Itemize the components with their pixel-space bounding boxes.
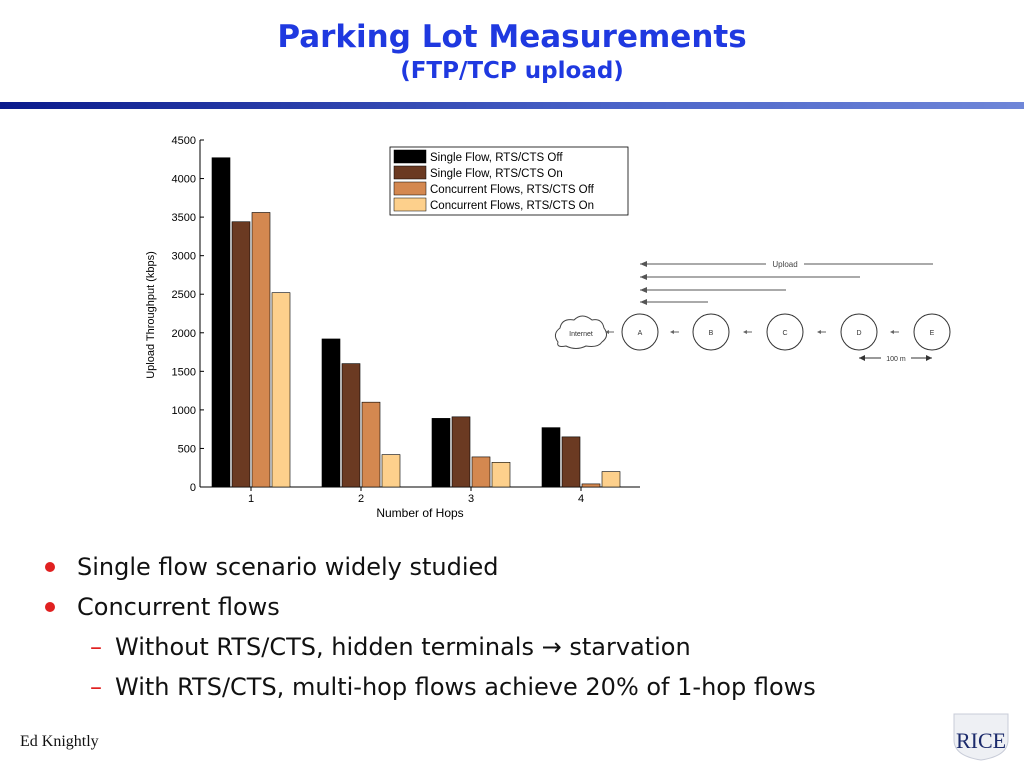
legend-swatch [393,149,427,164]
link-arrow-icon [817,330,821,334]
node-label: E [930,330,935,337]
bar [491,462,511,488]
dash-icon: – [90,673,102,701]
y-tick-label: 4000 [172,174,196,186]
legend-swatch [393,165,427,180]
distance-arrow-right-icon [926,355,932,361]
x-axis-label: Number of Hops [376,506,463,520]
y-axis-label: Upload Throughput (kbps) [145,251,157,379]
parking-lot-topology-diagram: Upload Internet A B C D E 100 m [554,257,951,363]
node-label: A [638,330,643,337]
legend-label: Single Flow, RTS/CTS Off [430,152,563,164]
internet-label: Internet [569,331,593,338]
legend-label: Concurrent Flows, RTS/CTS On [430,200,594,212]
sub-bullet-item: – With RTS/CTS, multi-hop flows achieve … [40,668,816,708]
x-tick-label: 3 [468,493,474,505]
throughput-bar-chart: 0 500 1000 1500 2000 2500 3000 3500 4000 4500 1 2 3 4… [145,135,640,520]
bar [361,401,381,488]
bar [471,456,491,488]
y-tick-label: 2500 [172,289,196,301]
link-arrow-icon [890,330,894,334]
author-footer: Ed Knightly [20,733,99,750]
node-circle [621,313,659,351]
bar [561,436,581,488]
bullet-text: Concurrent flows [77,593,280,621]
upload-label-bg [766,257,804,269]
node-circle [766,313,804,351]
sub-bullet-text-start: Without RTS/CTS, hidden terminals [115,633,542,661]
flow-arrowhead-icon [640,299,647,305]
right-arrow-icon: → [541,633,562,661]
node-label: D [856,330,861,337]
node-circle [692,313,730,351]
bullet-dot-icon [45,602,55,612]
x-tick-label: 2 [358,493,364,505]
flow-arrowhead-icon [640,261,647,267]
bar [451,416,471,488]
link-arrow-icon [605,330,609,334]
y-tick-label: 2000 [172,328,196,340]
bar [341,363,361,488]
bullet-dot-icon [45,562,55,572]
bullet-list: Single flow scenario widely studied Conc… [40,548,816,708]
rice-university-logo: RICE [953,713,1009,761]
node-circle [913,313,951,351]
bar [231,221,251,488]
internet-cloud-icon [554,315,608,349]
bullet-item: Concurrent flows [40,588,816,628]
bar [381,454,401,488]
sub-bullet-item: – Without RTS/CTS, hidden terminals → st… [40,628,816,668]
node-circle [840,313,878,351]
legend-swatch [393,181,427,196]
slide-subtitle: (FTP/TCP upload) [400,58,624,84]
sub-bullet-text-end: starvation [561,633,691,661]
title-divider [0,102,1024,109]
flow-arrowhead-icon [640,287,647,293]
bullet-text: Single flow scenario widely studied [77,553,499,581]
link-arrow-icon [670,330,674,334]
y-tick-label: 1000 [172,405,196,417]
bar [271,292,291,488]
x-tick-label: 4 [578,493,584,505]
y-tick-label: 1500 [172,366,196,378]
dash-icon: – [90,633,102,661]
legend-box [389,146,629,216]
y-tick-label: 500 [178,443,196,455]
y-tick-label: 3000 [172,251,196,263]
bar [541,427,561,488]
distance-label-bg [881,352,911,362]
y-tick-label: 4500 [172,135,196,147]
flow-arrowhead-icon [640,274,647,280]
link-arrow-icon [743,330,747,334]
upload-label: Upload [772,260,797,269]
bullet-item: Single flow scenario widely studied [40,548,816,588]
bar [431,418,451,488]
bar [211,157,231,488]
legend-label: Concurrent Flows, RTS/CTS Off [430,184,595,196]
distance-label: 100 m [886,356,906,363]
bar [581,483,601,488]
legend-swatch [393,197,427,212]
y-tick-label: 0 [190,482,196,494]
node-label: C [782,330,787,337]
x-tick-label: 1 [248,493,254,505]
node-label: B [709,330,714,337]
distance-arrow-left-icon [859,355,865,361]
bar [251,212,271,488]
svg-text:RICE: RICE [956,728,1006,753]
legend-label: Single Flow, RTS/CTS On [430,168,563,180]
y-tick-label: 3500 [172,212,196,224]
bar [321,338,341,488]
bar [601,471,621,488]
slide-title: Parking Lot Measurements [277,19,747,55]
sub-bullet-text: With RTS/CTS, multi-hop flows achieve 20… [115,673,816,701]
